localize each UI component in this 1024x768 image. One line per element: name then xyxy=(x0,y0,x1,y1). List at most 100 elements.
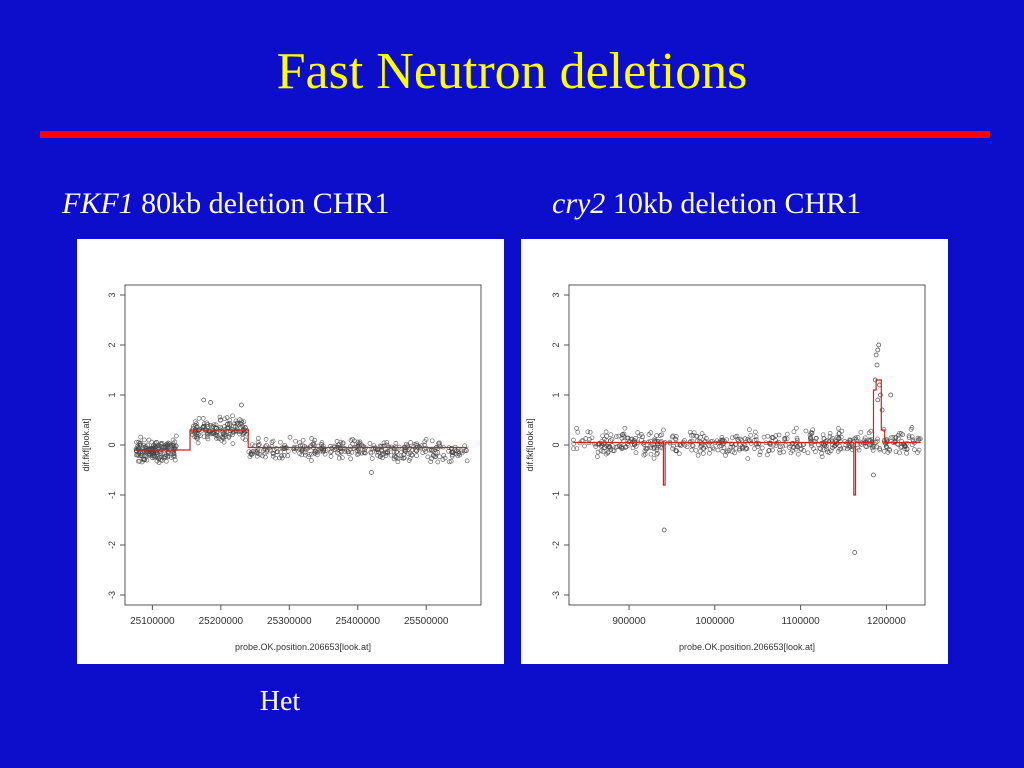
data-point xyxy=(600,433,606,439)
data-point xyxy=(151,453,157,459)
data-point xyxy=(410,452,415,458)
data-point xyxy=(374,449,379,455)
y-tick-label: 0 xyxy=(551,442,561,447)
data-point xyxy=(454,448,459,454)
data-point xyxy=(606,445,612,450)
data-point xyxy=(278,439,283,445)
data-point xyxy=(693,447,699,453)
data-point xyxy=(737,446,743,452)
data-point xyxy=(613,434,619,439)
data-point xyxy=(165,453,171,459)
data-point xyxy=(355,448,360,454)
data-point xyxy=(646,432,652,437)
data-point xyxy=(689,447,695,453)
data-point xyxy=(227,417,233,423)
data-point xyxy=(329,449,334,454)
data-point xyxy=(638,432,644,437)
data-point xyxy=(388,452,394,458)
data-point xyxy=(263,437,269,442)
data-point xyxy=(847,443,853,448)
data-point xyxy=(707,450,712,456)
data-point xyxy=(393,441,399,446)
y-tick-label: -3 xyxy=(551,591,561,599)
data-point xyxy=(388,445,394,451)
data-point xyxy=(615,444,620,449)
data-point xyxy=(641,452,647,458)
data-point xyxy=(651,446,657,452)
data-point xyxy=(336,455,342,461)
data-point xyxy=(809,443,814,449)
data-point xyxy=(429,438,435,444)
data-point xyxy=(205,436,211,442)
data-point xyxy=(890,435,896,440)
y-tick-label: -1 xyxy=(551,491,561,499)
data-point xyxy=(359,450,365,456)
data-point xyxy=(215,435,221,440)
outlier-point xyxy=(871,472,876,478)
data-point xyxy=(571,446,576,452)
data-point xyxy=(906,433,912,439)
data-point xyxy=(895,435,901,441)
data-point xyxy=(833,439,838,445)
data-point xyxy=(874,444,880,450)
data-point xyxy=(858,429,864,435)
data-point xyxy=(137,440,143,446)
data-point xyxy=(748,432,754,438)
data-point xyxy=(209,424,214,430)
data-point xyxy=(622,425,628,431)
data-point xyxy=(247,454,253,460)
data-point xyxy=(742,442,748,448)
data-point xyxy=(224,415,230,420)
data-point xyxy=(355,439,361,445)
data-point xyxy=(885,450,891,455)
outlier-point xyxy=(888,392,894,398)
data-point xyxy=(600,449,606,455)
data-point xyxy=(379,448,385,454)
data-point xyxy=(201,434,207,439)
data-point xyxy=(165,443,170,449)
data-point xyxy=(866,430,872,436)
data-point xyxy=(133,446,139,452)
data-point xyxy=(788,450,794,456)
outlier-point xyxy=(852,550,858,555)
data-point xyxy=(154,458,160,464)
data-point xyxy=(752,446,757,451)
data-point xyxy=(844,446,850,452)
data-point xyxy=(728,444,734,450)
data-point xyxy=(813,436,819,441)
data-point xyxy=(425,454,431,460)
data-point xyxy=(757,452,763,458)
data-point xyxy=(249,442,255,448)
data-point xyxy=(798,447,804,452)
data-point xyxy=(140,444,146,450)
data-point xyxy=(408,440,413,445)
data-point xyxy=(416,444,422,449)
data-point xyxy=(423,445,429,451)
data-point xyxy=(401,455,407,461)
y-tick-label: 1 xyxy=(551,392,561,397)
data-point xyxy=(141,437,147,443)
data-point xyxy=(587,429,593,435)
data-point xyxy=(609,436,615,442)
data-point xyxy=(149,439,155,445)
data-point xyxy=(776,432,782,438)
data-point xyxy=(135,444,140,449)
data-point xyxy=(605,449,611,455)
data-point xyxy=(255,439,261,445)
data-point xyxy=(230,413,235,419)
data-point xyxy=(745,456,751,461)
data-point xyxy=(385,449,390,454)
data-point xyxy=(725,448,730,454)
data-point xyxy=(803,428,809,434)
data-point xyxy=(773,433,779,438)
caption-left: FKF1 80kb deletion CHR1 xyxy=(62,186,390,222)
caption-right-gene: cry2 xyxy=(552,187,606,220)
data-point xyxy=(362,450,367,455)
data-point xyxy=(196,416,202,421)
y-axis-label: dif.fkf[look.at] xyxy=(81,418,91,471)
data-point xyxy=(830,435,835,441)
data-point xyxy=(279,453,284,459)
data-point xyxy=(884,443,889,449)
data-point xyxy=(273,455,278,461)
data-point xyxy=(311,440,317,446)
